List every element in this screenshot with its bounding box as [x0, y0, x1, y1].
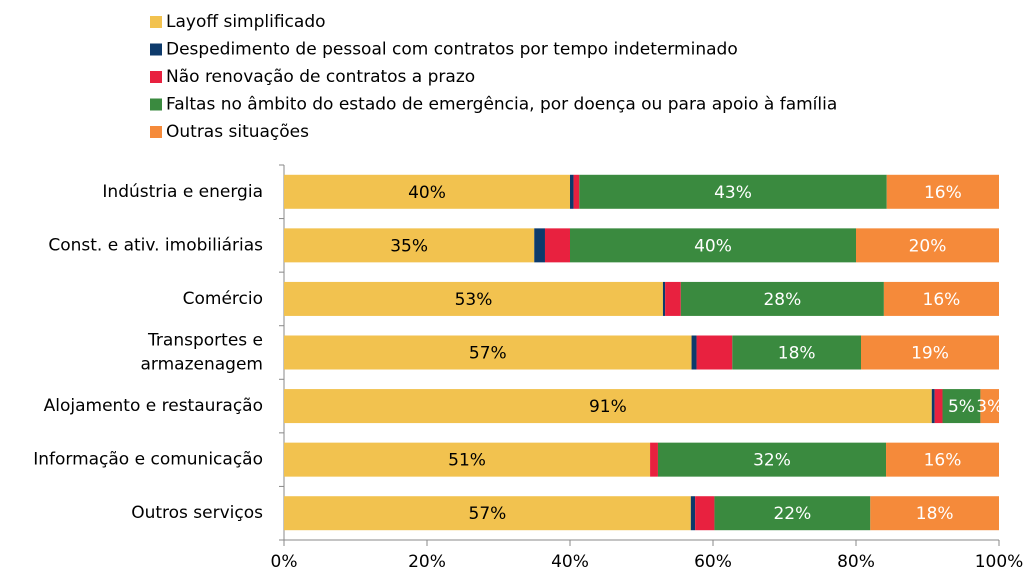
bar-segment [886, 174, 999, 209]
x-tick-label: 40% [551, 552, 589, 572]
y-tick-label: Indústria e energia [102, 182, 263, 202]
bar-segment [861, 335, 999, 370]
legend-swatch [150, 16, 162, 28]
bar-segment [714, 496, 871, 531]
bar-segment [284, 442, 651, 477]
bar-segment [695, 496, 715, 531]
bar-segment [934, 389, 943, 424]
data-label: 57% [469, 344, 507, 364]
data-label: 43% [714, 183, 752, 203]
bar-segment [696, 335, 733, 370]
bar-segment [284, 228, 535, 263]
data-label: 3% [976, 397, 1003, 417]
legend-swatch [150, 98, 162, 111]
x-tick-label: 80% [837, 552, 875, 572]
bar-segment [284, 281, 663, 316]
legend-swatch [150, 71, 162, 83]
bar-segment [690, 496, 696, 531]
legend-label: Faltas no âmbito do estado de emergência… [166, 95, 837, 115]
legend-label: Outras situações [166, 122, 309, 142]
data-label: 16% [923, 290, 961, 310]
y-tick-label: Comércio [183, 289, 263, 309]
bar-segment [732, 335, 862, 370]
bar-segment [534, 228, 545, 263]
bar-segment [942, 389, 981, 424]
bar-segment [931, 389, 935, 424]
bar-segment [665, 281, 681, 316]
y-tick-label: Const. e ativ. imobiliárias [48, 235, 263, 255]
data-label: 5% [948, 397, 975, 417]
bar-segment [284, 389, 932, 424]
y-tick-label: Informação e comunicação [33, 450, 263, 470]
x-tick-label: 0% [271, 552, 298, 572]
data-label: 51% [448, 451, 486, 471]
x-tick-label: 20% [408, 552, 446, 572]
y-tick-label: Alojamento e restauração [44, 396, 263, 416]
data-label: 32% [753, 451, 791, 471]
data-label: 18% [916, 504, 954, 524]
x-tick-label: 60% [694, 552, 732, 572]
data-label: 40% [694, 236, 732, 256]
bar-segment [570, 174, 574, 209]
bar-segment [579, 174, 887, 209]
bar-segment [570, 228, 856, 263]
bar-segment [883, 281, 999, 316]
y-tick-label: Transportes e armazenagem [141, 331, 263, 375]
bar-segment [650, 442, 658, 477]
data-label: 91% [589, 397, 627, 417]
legend-swatch [150, 126, 162, 138]
y-tick-label: Outros serviços [131, 503, 263, 523]
bar-segment [573, 174, 580, 209]
bar-segment [856, 228, 999, 263]
bar-segment [980, 389, 999, 424]
bar-segment [680, 281, 884, 316]
bar-segment [657, 442, 887, 477]
data-label: 16% [924, 183, 962, 203]
data-label: 57% [469, 504, 507, 524]
x-tick-label: 100% [975, 552, 1024, 572]
data-label: 19% [911, 344, 949, 364]
bar-segment [284, 174, 570, 209]
bar-segment [284, 496, 691, 531]
data-label: 16% [924, 451, 962, 471]
data-label: 28% [763, 290, 801, 310]
bar-segment [284, 335, 692, 370]
data-label: 18% [778, 344, 816, 364]
legend-label: Despedimento de pessoal com contratos po… [166, 40, 738, 60]
data-label: 20% [909, 236, 947, 256]
data-label: 22% [773, 504, 811, 524]
bar-segment [544, 228, 570, 263]
data-label: 40% [408, 183, 446, 203]
legend-label: Layoff simplificado [166, 12, 326, 32]
legend-swatch [150, 43, 162, 56]
bar-segment [662, 281, 666, 316]
bar-segment [886, 442, 999, 477]
bar-segment [870, 496, 999, 531]
data-label: 53% [455, 290, 493, 310]
legend-label: Não renovação de contratos a prazo [166, 67, 475, 87]
bar-segment [691, 335, 697, 370]
data-label: 35% [390, 236, 428, 256]
